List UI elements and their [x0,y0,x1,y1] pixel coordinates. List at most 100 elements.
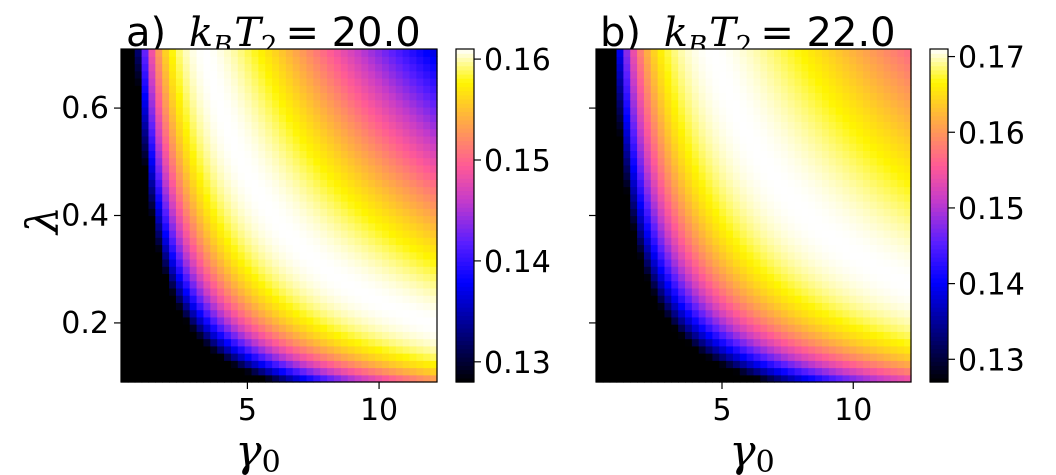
heatmap-cell [279,287,287,296]
heatmap-cell [141,114,150,122]
heatmap-cell [650,229,659,238]
heatmap-cell [347,121,356,130]
heatmap-cell [760,150,768,159]
heatmap-cell [299,70,308,79]
heatmap-cell [299,273,308,282]
heatmap-cell [416,85,424,94]
heatmap-cell [698,143,707,151]
heatmap-cell [685,128,693,137]
heatmap-cell [340,106,349,115]
heatmap-cell [904,208,912,217]
heatmap-cell [623,280,631,289]
heatmap-cell [196,157,205,166]
heatmap-cell [712,106,720,115]
heatmap-cell [842,360,850,369]
heatmap-cell [849,251,857,260]
heatmap-cell [430,316,438,325]
heatmap-cell [657,193,666,202]
heatmap-cell [657,338,666,347]
heatmap-cell [320,324,328,332]
heatmap-cell [347,338,356,347]
heatmap-cell [780,63,789,72]
heatmap-cell [382,215,390,224]
heatmap-cell [320,345,328,354]
heatmap-cell [141,258,150,267]
heatmap-cell [794,215,803,224]
heatmap-cell [347,287,356,296]
heatmap-cell [808,92,816,101]
heatmap-cell [258,258,266,267]
heatmap-cell [726,222,734,231]
heatmap-cell [801,99,809,108]
heatmap-cell [320,157,328,166]
heatmap-cell [258,353,266,361]
heatmap-cell [732,316,741,325]
heatmap-cell [746,222,755,231]
heatmap-cell [182,338,191,347]
heatmap-cell [746,374,755,383]
heatmap-cell [148,360,156,369]
heatmap-cell [127,266,136,275]
heatmap-cell [876,287,885,296]
heatmap-cell [272,353,280,361]
heatmap-cell [904,106,912,115]
heatmap-cell [340,99,349,108]
heatmap-cell [732,99,741,108]
heatmap-cell [237,280,246,289]
heatmap-cell [244,287,253,296]
heatmap-cell [842,208,850,217]
heatmap-cell [148,287,156,296]
heatmap-cell [712,280,720,289]
heatmap-cell [272,345,280,354]
heatmap-cell [774,367,782,376]
heatmap-cell [134,186,143,195]
heatmap-cell [890,143,898,151]
heatmap-cell [630,360,638,369]
heatmap-cell [767,121,775,130]
heatmap-cell [141,367,150,376]
heatmap-cell [416,266,424,275]
heatmap-cell [285,273,294,282]
heatmap-cell [292,56,301,65]
heatmap-cell [890,244,898,253]
colorbar-segment [930,169,948,175]
heatmap-cell [616,172,624,180]
heatmap-cell [657,201,666,209]
heatmap-cell [630,316,638,325]
heatmap-cell [292,258,301,267]
heatmap-cell [251,172,259,180]
heatmap-cell [182,353,191,361]
heatmap-cell [664,222,672,231]
heatmap-cell [395,360,404,369]
heatmap-cell [664,287,672,296]
heatmap-cell [320,150,328,159]
heatmap-cell [395,172,404,180]
heatmap-cell [691,179,700,188]
heatmap-cell [602,92,611,101]
heatmap-cell [691,114,700,122]
heatmap-cell [155,56,163,65]
heatmap-cell [671,273,679,282]
heatmap-cell [189,229,198,238]
heatmap-cell [890,135,898,144]
heatmap-cell [904,222,912,231]
heatmap-cell [869,295,878,303]
heatmap-cell [897,208,905,217]
heatmap-cell [189,273,198,282]
heatmap-cell [808,56,816,65]
heatmap-cell [285,106,294,115]
heatmap-cell [388,193,397,202]
heatmap-cell [313,266,321,275]
heatmap-cell [753,56,761,65]
colorbar-segment [930,332,948,337]
heatmap-cell [258,280,266,289]
heatmap-cell [856,49,864,57]
heatmap-cell [134,244,143,253]
heatmap-cell [416,128,424,137]
heatmap-cell [767,302,775,311]
heatmap-cell [774,295,782,303]
panel-b-label: b) [600,10,641,56]
heatmap-cell [863,251,871,260]
heatmap-cell [664,186,672,195]
heatmap-cell [258,302,266,311]
